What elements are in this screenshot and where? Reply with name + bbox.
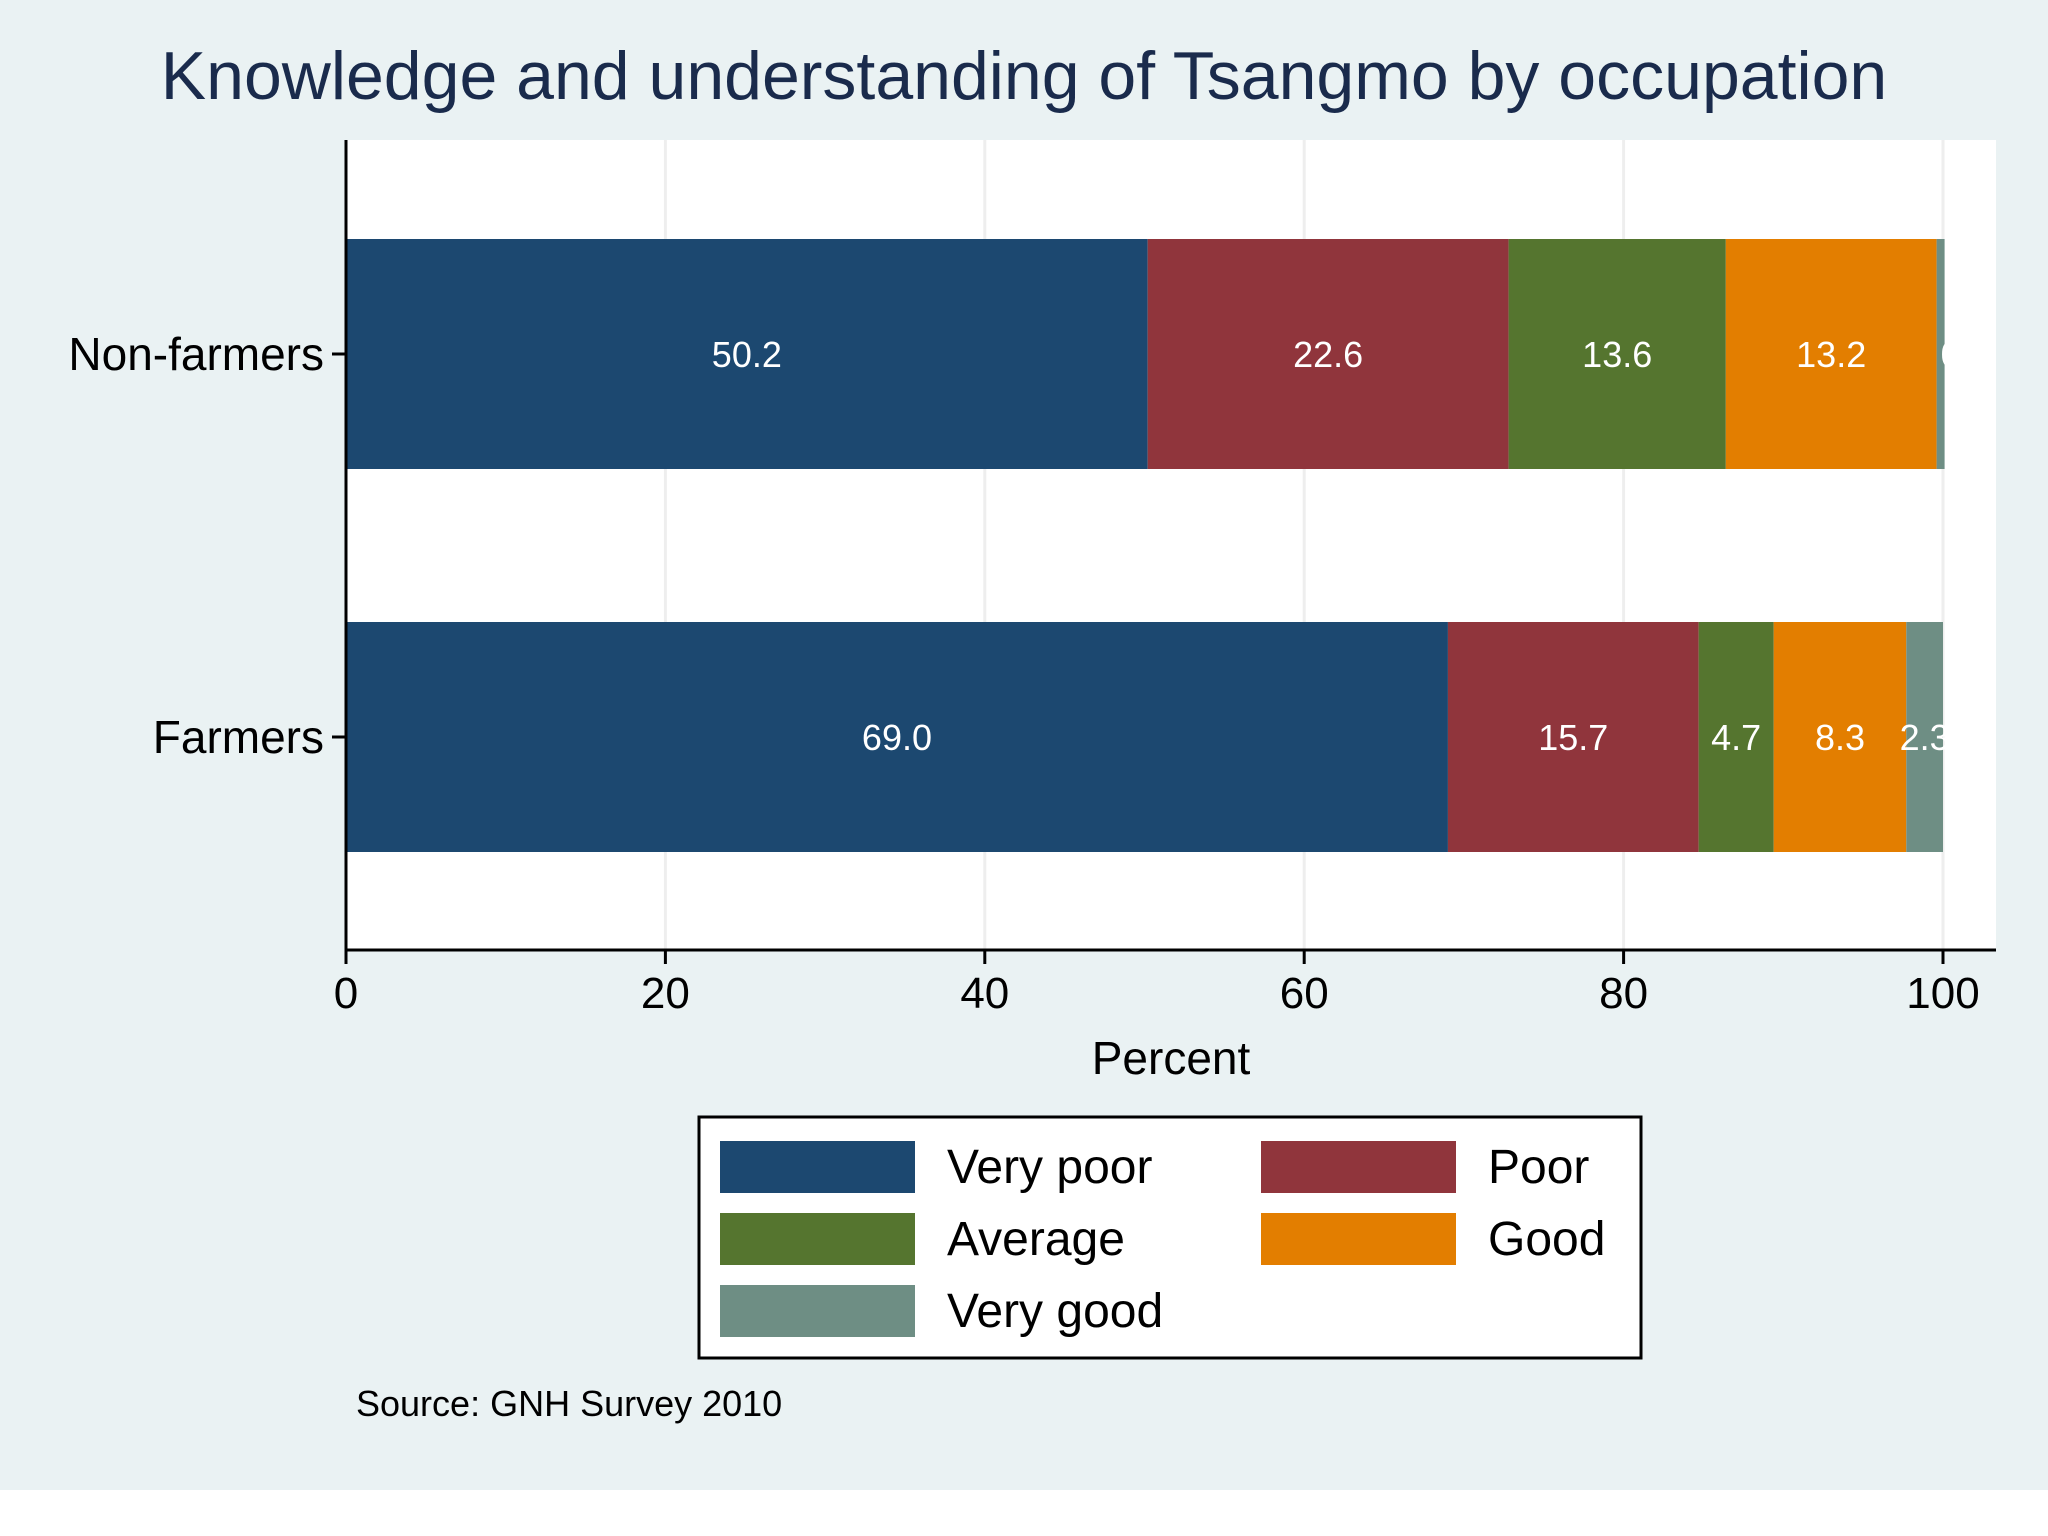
- bar-farmers-good: [1773, 622, 1907, 852]
- x-axis-title: Percent: [1092, 1032, 1251, 1084]
- x-tick-label-20: 20: [641, 969, 690, 1018]
- bar-non-farmers-good: [1725, 239, 1937, 469]
- data-label-non-farmers-good: 13.2: [1796, 334, 1866, 375]
- bar-non-farmers-very-poor: [346, 239, 1148, 469]
- legend-label-good: Good: [1488, 1213, 1605, 1266]
- axes: 0 20 40 60 80 100 Non-farmers Farmers: [68, 140, 1996, 1018]
- legend-label-very-poor: Very poor: [947, 1141, 1152, 1194]
- data-label-farmers-poor: 15.7: [1538, 717, 1608, 758]
- data-label-non-farmers-poor: 22.6: [1293, 334, 1363, 375]
- legend-label-average: Average: [947, 1213, 1125, 1266]
- bar-non-farmers-average: [1508, 239, 1726, 469]
- legend-swatch-poor: [1261, 1141, 1456, 1193]
- bar-non-farmers-very-good: [1936, 239, 1945, 469]
- data-label-farmers-very-good: 2.3: [1900, 717, 1950, 758]
- bar-farmers-very-good: [1906, 622, 1943, 852]
- data-label-farmers-average: 4.7: [1711, 717, 1761, 758]
- x-tick-label-40: 40: [960, 969, 1009, 1018]
- chart-container: Knowledge and understanding of Tsangmo b…: [0, 0, 2048, 1490]
- legend-swatch-very-good: [720, 1285, 915, 1337]
- bar-farmers-average: [1698, 622, 1774, 852]
- bars: [346, 239, 1945, 852]
- category-label-non-farmers: Non-farmers: [68, 328, 324, 380]
- legend-swatch-good: [1261, 1213, 1456, 1265]
- source-note: Source: GNH Survey 2010: [356, 1383, 782, 1424]
- legend-label-very-good: Very good: [947, 1285, 1163, 1338]
- x-tick-label-100: 100: [1906, 969, 1979, 1018]
- legend-label-poor: Poor: [1488, 1141, 1589, 1194]
- category-label-farmers: Farmers: [153, 711, 324, 763]
- legend: Very poor Poor Average Good Very good: [697, 1115, 1643, 1360]
- bar-labels: 50.2 22.6 13.6 13.2 0.5 69.0 15.7 4.7 8.3 2.3: [712, 334, 1991, 758]
- legend-swatch-average: [720, 1213, 915, 1265]
- bar-non-farmers-poor: [1147, 239, 1509, 469]
- chart-title: Knowledge and understanding of Tsangmo b…: [161, 38, 1887, 114]
- data-label-non-farmers-very-good: 0.5: [1941, 334, 1991, 375]
- x-tick-label-80: 80: [1599, 969, 1648, 1018]
- legend-swatch-very-poor: [720, 1141, 915, 1193]
- data-label-farmers-very-poor: 69.0: [862, 717, 932, 758]
- data-label-non-farmers-average: 13.6: [1582, 334, 1652, 375]
- x-tick-label-0: 0: [334, 969, 358, 1018]
- x-tick-label-60: 60: [1280, 969, 1329, 1018]
- chart-svg: Knowledge and understanding of Tsangmo b…: [68, 38, 1996, 1424]
- data-label-farmers-good: 8.3: [1815, 717, 1865, 758]
- bar-farmers-very-poor: [346, 622, 1448, 852]
- bar-farmers-poor: [1447, 622, 1699, 852]
- data-label-non-farmers-very-poor: 50.2: [712, 334, 782, 375]
